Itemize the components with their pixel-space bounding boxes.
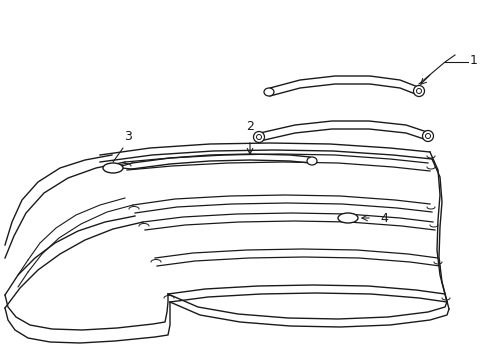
- Ellipse shape: [416, 89, 421, 94]
- Ellipse shape: [337, 213, 357, 223]
- Ellipse shape: [306, 157, 316, 165]
- Text: 3: 3: [124, 130, 132, 143]
- Ellipse shape: [264, 88, 273, 96]
- Ellipse shape: [413, 85, 424, 96]
- Text: 1: 1: [469, 54, 477, 67]
- Text: 4: 4: [379, 211, 387, 225]
- Ellipse shape: [425, 134, 429, 139]
- Ellipse shape: [256, 135, 261, 139]
- Ellipse shape: [422, 130, 433, 141]
- Ellipse shape: [103, 163, 123, 173]
- Text: 2: 2: [245, 120, 253, 133]
- Ellipse shape: [253, 131, 264, 143]
